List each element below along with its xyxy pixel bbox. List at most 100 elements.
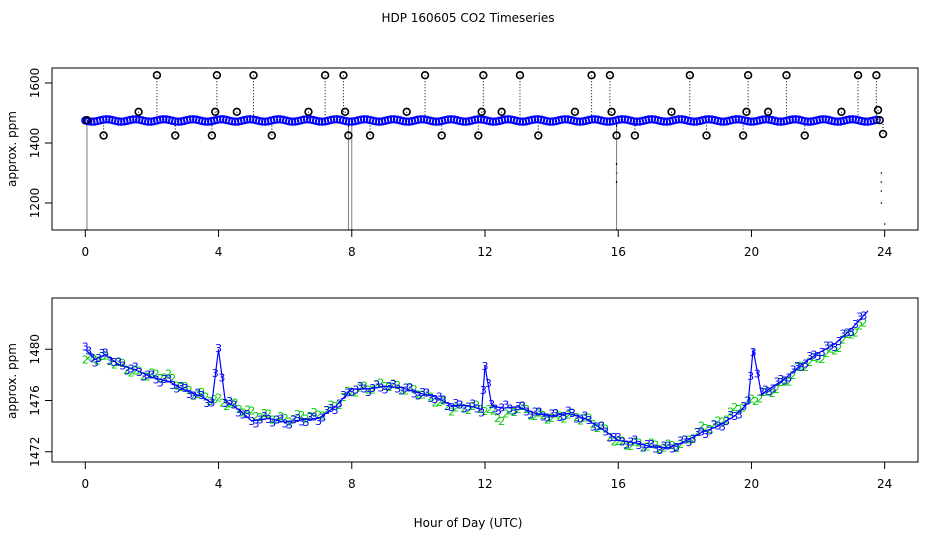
series-glyph: 2 bbox=[277, 410, 284, 423]
series-glyph: 2 bbox=[815, 353, 822, 366]
series-glyph: 3 bbox=[165, 372, 172, 385]
spike-point bbox=[477, 107, 486, 117]
series-glyph: 2 bbox=[527, 410, 534, 423]
series-glyph: 2 bbox=[769, 387, 776, 400]
baseline-point bbox=[701, 115, 711, 124]
series-glyph: 3 bbox=[840, 327, 847, 340]
series-glyph: 3 bbox=[153, 373, 160, 386]
series-glyph: 3 bbox=[231, 399, 238, 412]
spike-point bbox=[685, 70, 695, 80]
series-glyph: 2 bbox=[365, 383, 372, 396]
series-glyph: 2 bbox=[640, 441, 647, 454]
series-glyph: 3 bbox=[835, 335, 842, 348]
series-glyph: 2 bbox=[556, 410, 563, 423]
spike-point bbox=[738, 131, 748, 140]
series-glyph: 2 bbox=[386, 381, 393, 394]
baseline-point bbox=[242, 115, 252, 124]
series-glyph: 3 bbox=[806, 350, 813, 363]
y-tick-label: 1600 bbox=[28, 68, 42, 99]
series-glyph: 2 bbox=[511, 406, 518, 419]
series-line bbox=[84, 310, 869, 449]
baseline-point bbox=[371, 117, 381, 126]
series-glyph: 2 bbox=[178, 381, 185, 394]
series-glyph: 3 bbox=[173, 382, 180, 395]
series-glyph: 2 bbox=[598, 420, 605, 433]
series-glyph: 3 bbox=[448, 401, 455, 414]
series-glyph: 3 bbox=[203, 397, 210, 410]
series-glyph: 3 bbox=[307, 411, 314, 424]
x-tick-label: 4 bbox=[215, 477, 223, 491]
series-glyph: 2 bbox=[373, 378, 380, 391]
series-glyph: 2 bbox=[148, 366, 155, 379]
series-glyph: 3 bbox=[502, 399, 509, 412]
bottom-data-marks: 2222222222222222222222222222222222222222… bbox=[82, 310, 869, 457]
series-glyph: 2 bbox=[756, 393, 763, 406]
chart-title: HDP 160605 CO2 Timeseries bbox=[381, 11, 554, 25]
series-glyph: 3 bbox=[594, 421, 601, 434]
series-glyph: 2 bbox=[461, 402, 468, 415]
series-glyph: 2 bbox=[290, 413, 297, 426]
series-glyph: 3 bbox=[669, 443, 676, 456]
series-glyph: 3 bbox=[327, 402, 334, 415]
top-plot-frame bbox=[51, 67, 919, 231]
baseline-point bbox=[716, 117, 726, 126]
series-glyph: 2 bbox=[781, 376, 788, 389]
series-glyph: 3 bbox=[357, 380, 364, 393]
spike-point bbox=[587, 70, 596, 80]
spike-point bbox=[630, 131, 640, 140]
spike-point bbox=[365, 131, 375, 140]
series-glyph: 3 bbox=[286, 418, 293, 431]
series-glyph: 2 bbox=[731, 401, 738, 414]
y-tick-label: 1480 bbox=[28, 334, 42, 365]
series-glyph: 3 bbox=[277, 412, 284, 425]
series-glyph: 3 bbox=[694, 426, 701, 439]
spike-point bbox=[837, 107, 846, 117]
series-glyph: 3 bbox=[690, 433, 697, 446]
series-glyph: 3 bbox=[577, 412, 584, 425]
baseline-point bbox=[443, 115, 453, 124]
series-glyph: 2 bbox=[577, 415, 584, 428]
baseline-point bbox=[428, 117, 438, 126]
series-glyph: 2 bbox=[611, 436, 618, 449]
spike-point bbox=[607, 107, 616, 117]
x-tick-label: 20 bbox=[744, 477, 759, 491]
series-glyph: 3 bbox=[427, 392, 434, 405]
series-glyph: 2 bbox=[848, 328, 855, 341]
series-glyph: 3 bbox=[727, 409, 734, 422]
residual-dot bbox=[615, 172, 618, 174]
series-glyph: 2 bbox=[323, 404, 330, 417]
series-glyph: 3 bbox=[810, 348, 817, 361]
series-glyph: 2 bbox=[819, 353, 826, 366]
series-glyph: 2 bbox=[369, 383, 376, 396]
series-glyph: 2 bbox=[307, 410, 314, 423]
series-glyph: 2 bbox=[253, 410, 260, 423]
baseline-point bbox=[500, 115, 510, 124]
spike-point bbox=[570, 107, 580, 117]
y-tick-label: 1476 bbox=[28, 385, 42, 416]
x-axis-label: Hour of Day (UTC) bbox=[414, 516, 523, 530]
series-glyph: 3 bbox=[186, 388, 193, 401]
series-glyph: 2 bbox=[690, 433, 697, 446]
series-glyph: 2 bbox=[544, 414, 551, 427]
series-glyph: 2 bbox=[482, 405, 489, 418]
series-glyph: 3 bbox=[536, 405, 543, 418]
series-glyph: 3 bbox=[222, 397, 229, 410]
series-glyph: 2 bbox=[519, 400, 526, 413]
series-glyph: 2 bbox=[773, 383, 780, 396]
series-glyph: 3 bbox=[540, 411, 547, 424]
series-glyph: 2 bbox=[790, 369, 797, 382]
series-glyph: 3 bbox=[239, 408, 246, 421]
series-glyph: 2 bbox=[432, 396, 439, 409]
series-glyph: 2 bbox=[240, 406, 247, 419]
x-tick-label: 16 bbox=[611, 245, 626, 259]
series-glyph: 3 bbox=[215, 342, 222, 355]
series-glyph: 2 bbox=[694, 426, 701, 439]
series-glyph: 3 bbox=[491, 402, 498, 415]
baseline-point bbox=[386, 115, 396, 124]
series-glyph: 3 bbox=[111, 356, 118, 369]
series-glyph: 2 bbox=[232, 397, 239, 410]
series-glyph: 2 bbox=[552, 407, 559, 420]
series-glyph: 2 bbox=[215, 391, 222, 404]
series-glyph: 3 bbox=[719, 421, 726, 434]
series-glyph: 3 bbox=[415, 389, 422, 402]
